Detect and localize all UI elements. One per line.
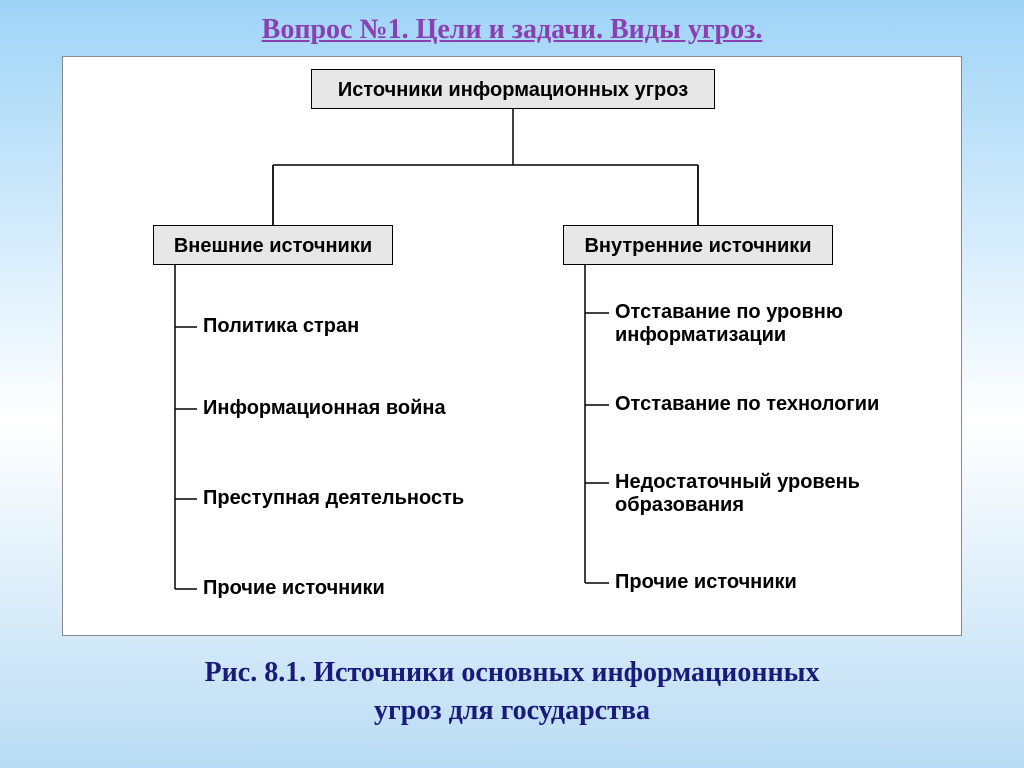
- caption-line1: Рис. 8.1. Источники основных информацион…: [205, 657, 820, 688]
- leaf-item: Отставание по технологии: [615, 393, 879, 416]
- leaf-line1: Недостаточный уровень: [615, 471, 860, 493]
- leaf-line1: Отставание по уровню: [615, 301, 843, 323]
- root-node: Источники информационных угроз: [311, 69, 715, 109]
- leaf-item: Недостаточный уровень образования: [615, 471, 860, 517]
- slide-root: Вопрос №1. Цели и задачи. Виды угроз. Ис…: [0, 0, 1024, 768]
- leaf-item: Отставание по уровню информатизации: [615, 301, 843, 347]
- leaf-line2: информатизации: [615, 324, 786, 346]
- leaf-item: Прочие источники: [203, 577, 385, 600]
- figure-caption: Рис. 8.1. Источники основных информацион…: [40, 654, 984, 730]
- leaf-item: Информационная война: [203, 397, 446, 420]
- leaf-item: Преступная деятельность: [203, 487, 464, 510]
- branch-node-external: Внешние источники: [153, 225, 393, 265]
- slide-heading: Вопрос №1. Цели и задачи. Виды угроз.: [40, 14, 984, 46]
- leaf-item: Политика стран: [203, 315, 359, 338]
- leaf-item: Прочие источники: [615, 571, 797, 594]
- diagram-container: Источники информационных угроз Внешние и…: [62, 56, 962, 636]
- leaf-line2: образования: [615, 494, 744, 516]
- branch-node-internal: Внутренние источники: [563, 225, 833, 265]
- connector-lines: [63, 57, 963, 637]
- caption-line2: угроз для государства: [374, 695, 650, 726]
